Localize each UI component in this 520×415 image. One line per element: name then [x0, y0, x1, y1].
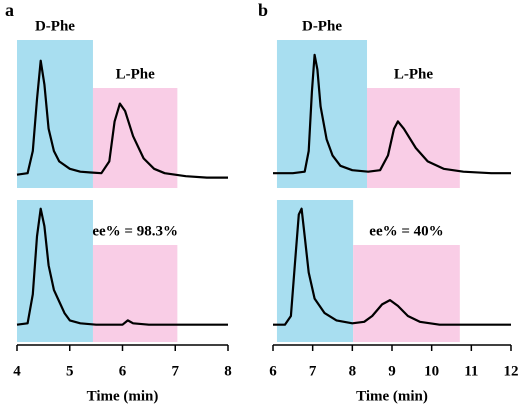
- x-tick-label: 4: [13, 363, 21, 379]
- x-tick-label: 12: [504, 363, 519, 379]
- peak-label: ee% = 98.3%: [92, 223, 178, 239]
- chromatogram-trace: [273, 207, 511, 326]
- shaded-region: [367, 88, 460, 188]
- shaded-region: [17, 200, 93, 342]
- x-tick-label: 10: [424, 363, 439, 379]
- x-tick-label: 7: [172, 363, 180, 379]
- shaded-region: [92, 245, 178, 342]
- peak-label: D-Phe: [302, 18, 342, 34]
- x-tick-label: 6: [119, 363, 127, 379]
- peak-label: ee% = 40%: [369, 223, 443, 239]
- x-tick-label: 9: [388, 363, 396, 379]
- peak-label: L-Phe: [394, 66, 434, 82]
- x-tick-label: 5: [66, 363, 74, 379]
- chromatogram-trace: [16, 59, 228, 179]
- panel-label: b: [258, 0, 268, 20]
- x-tick-label: 6: [269, 363, 277, 379]
- x-tick-label: 8: [224, 363, 232, 379]
- shaded-region: [353, 245, 460, 342]
- x-axis-label: Time (min): [356, 388, 428, 404]
- peak-label: L-Phe: [116, 66, 156, 82]
- x-axis-label: Time (min): [87, 388, 159, 404]
- x-tick-label: 8: [349, 363, 357, 379]
- panel-label: a: [5, 0, 14, 20]
- chromatogram-trace: [273, 53, 511, 175]
- chromatogram-trace: [16, 207, 228, 326]
- peak-label: D-Phe: [35, 18, 75, 34]
- x-tick-label: 7: [309, 363, 317, 379]
- x-tick-label: 11: [464, 363, 478, 379]
